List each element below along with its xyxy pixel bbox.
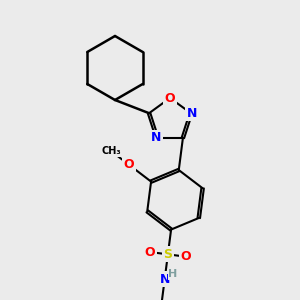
Text: S: S — [164, 248, 172, 261]
Text: N: N — [187, 107, 197, 120]
Text: CH₃: CH₃ — [101, 146, 121, 156]
Text: O: O — [145, 245, 155, 259]
Text: H: H — [168, 269, 177, 279]
Text: O: O — [180, 250, 191, 263]
Text: O: O — [165, 92, 175, 104]
Text: O: O — [124, 158, 134, 171]
Text: N: N — [151, 131, 161, 144]
Text: N: N — [160, 273, 170, 286]
